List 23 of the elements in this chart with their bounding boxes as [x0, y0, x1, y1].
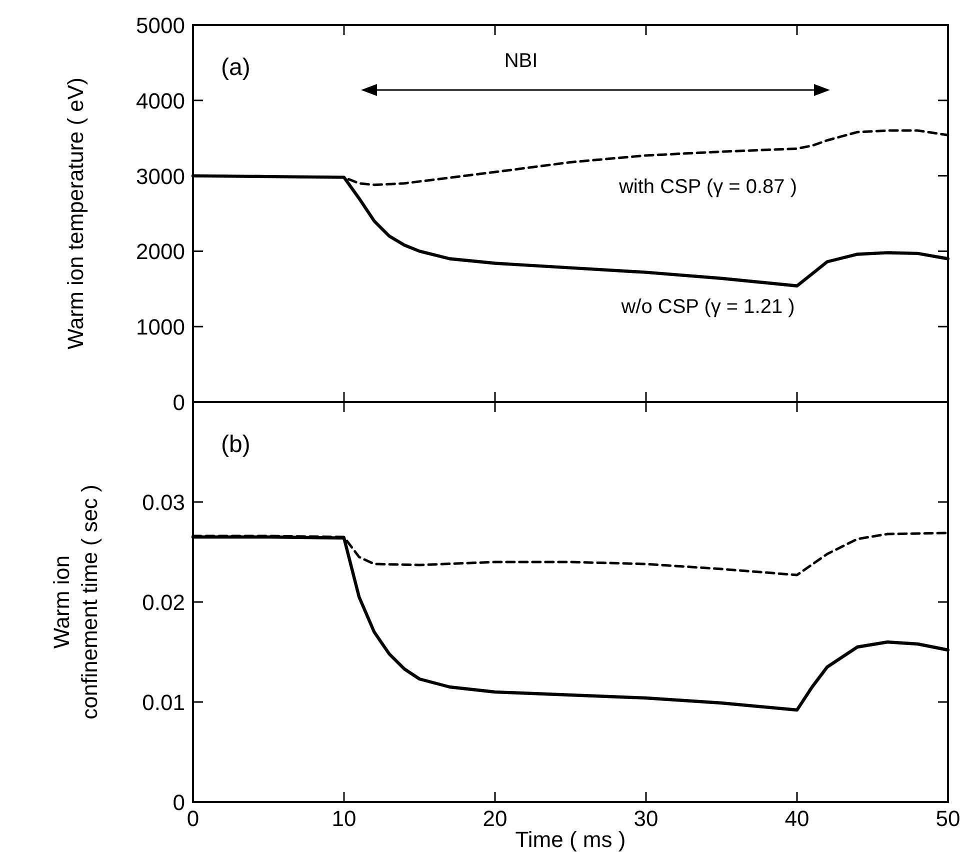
- annotation: w/o CSP (γ = 1.21 ): [620, 296, 795, 318]
- y-axis-title: Warm ion confinement time ( sec ): [49, 484, 102, 720]
- annotation: (b): [221, 431, 250, 458]
- y-tick-label: 0.03: [142, 490, 185, 515]
- y-tick-label: 5000: [136, 13, 185, 38]
- annotation: with CSP (γ = 0.87 ): [618, 176, 798, 198]
- y-tick-label: 4000: [136, 88, 185, 114]
- annotation: (a): [221, 54, 250, 81]
- y-tick-label: 0: [172, 790, 185, 815]
- y-tick-label: 1000: [136, 314, 185, 340]
- y-tick-label: 2000: [136, 239, 185, 264]
- x-axis-title: Time ( ms ): [515, 827, 626, 852]
- x-tick-label: 40: [784, 806, 810, 831]
- y-tick-label: 0.01: [142, 690, 185, 715]
- x-tick-label: 30: [634, 806, 658, 831]
- y-axis-title: Warm ion temperature ( eV): [63, 78, 88, 350]
- y-tick-label: 3000: [136, 164, 185, 189]
- x-tick-label: 10: [332, 806, 356, 831]
- y-tick-label: 0: [172, 390, 185, 415]
- x-tick-label: 20: [482, 806, 508, 831]
- annotation: NBI: [504, 50, 538, 72]
- y-tick-label: 0.02: [142, 590, 185, 615]
- x-tick-label: 50: [936, 806, 960, 831]
